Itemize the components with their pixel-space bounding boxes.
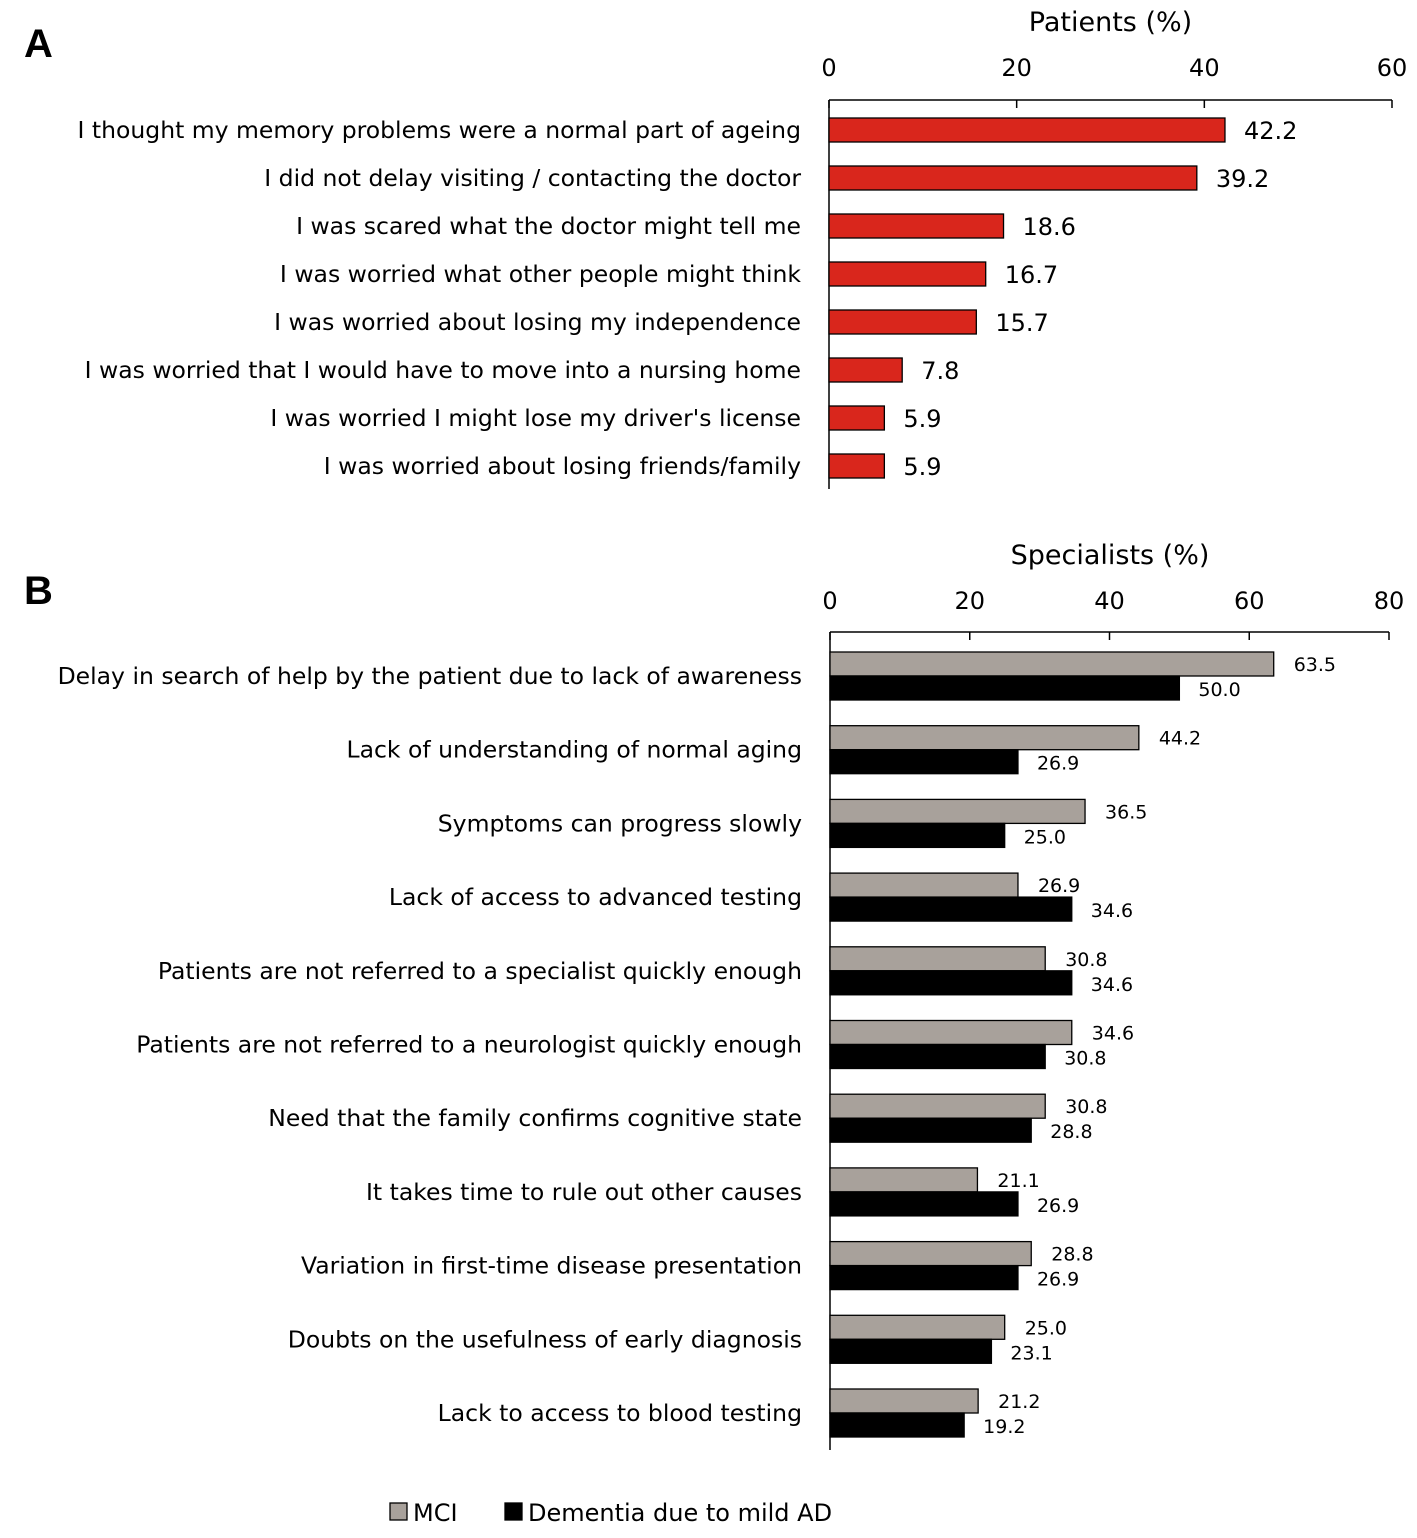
- panel-a-x-tick-label: 20: [1001, 54, 1032, 82]
- panel-a-category-label: I was worried about losing my independen…: [274, 308, 801, 336]
- panel-b-bar-dementia: [829, 1191, 1019, 1217]
- panel-a-data-label: 18.6: [1023, 213, 1076, 241]
- panel-b-bar-dementia: [829, 970, 1073, 996]
- legend-swatch-dementia: [504, 1502, 523, 1521]
- panel-b-data-label-dementia: 23.1: [1010, 1342, 1052, 1364]
- panel-b-category-label: Variation in first-time disease presenta…: [301, 1252, 802, 1280]
- panel-b-letter: B: [24, 569, 53, 613]
- panel-b-bar-dementia: [829, 675, 1181, 701]
- legend-swatch-mci: [389, 1502, 408, 1521]
- panel-b-bar-dementia: [829, 1043, 1046, 1070]
- panel-b-category-label: Delay in search of help by the patient d…: [58, 662, 802, 690]
- panel-b-data-label-dementia: 50.0: [1198, 679, 1240, 701]
- panel-b-data-label-mci: 63.5: [1294, 654, 1336, 676]
- panel-a-data-label: 5.9: [903, 453, 941, 481]
- panel-a-bar: [828, 261, 987, 287]
- panel-b-bar-mci: [829, 651, 1275, 677]
- panel-b-data-label-mci: 25.0: [1025, 1317, 1067, 1339]
- panel-a-data-label: 16.7: [1005, 261, 1058, 289]
- panel-a-data-label: 42.2: [1244, 117, 1297, 145]
- panel-b-x-tick-label: 80: [1374, 587, 1405, 615]
- panel-b-data-label-mci: 36.5: [1105, 801, 1147, 823]
- panel-b-data-label-dementia: 34.6: [1091, 900, 1133, 922]
- panel-a-bar: [828, 213, 1005, 239]
- panel-b-data-label-mci: 30.8: [1065, 1096, 1107, 1118]
- panel-b-data-label-dementia: 26.9: [1037, 753, 1079, 775]
- panel-a-bar: [828, 453, 886, 479]
- panel-b-data-label-mci: 26.9: [1038, 875, 1080, 897]
- panel-a-category-label: I was scared what the doctor might tell …: [296, 212, 801, 240]
- panel-a-bar: [828, 309, 977, 335]
- panel-b-bar-mci: [829, 1019, 1073, 1046]
- panel-b-x-axis-title: Specialists (%): [1011, 540, 1210, 571]
- panel-a-x-axis-title: Patients (%): [1029, 7, 1192, 38]
- panel-b-data-label-dementia: 30.8: [1064, 1048, 1106, 1070]
- panel-a-category-label: I was worried about losing friends/famil…: [324, 452, 801, 480]
- panel-a-bar: [828, 405, 886, 431]
- panel-b-data-label-dementia: 19.2: [983, 1416, 1025, 1438]
- panel-b-category-label: Doubts on the usefulness of early diagno…: [288, 1325, 802, 1353]
- panel-b-bar-mci: [829, 1240, 1032, 1267]
- panel-b-category-label: Lack of access to advanced testing: [389, 883, 802, 911]
- panel-b-bar-mci: [829, 1314, 1006, 1340]
- panel-b-bar-mci: [829, 946, 1046, 972]
- panel-a-data-label: 39.2: [1216, 165, 1269, 193]
- panel-b-bar-dementia: [829, 1264, 1019, 1291]
- panel-b-x-tick-label: 60: [1234, 587, 1265, 615]
- panel-b-data-label-dementia: 34.6: [1091, 974, 1133, 996]
- panel-b-x-tick-label: 20: [954, 587, 985, 615]
- panel-b-data-label-dementia: 26.9: [1037, 1195, 1079, 1217]
- panel-b-category-label: Lack to access to blood testing: [438, 1399, 802, 1427]
- panel-b-data-label-dementia: 28.8: [1050, 1121, 1092, 1143]
- panel-b-bar-dementia: [829, 822, 1006, 849]
- panel-a-bar: [828, 117, 1226, 143]
- panel-b-bar-mci: [829, 798, 1086, 825]
- panel-a-category-label: I did not delay visiting / contacting th…: [264, 164, 801, 192]
- panel-b-bar-dementia: [829, 1338, 993, 1364]
- panel-a-x-tick-label: 40: [1189, 54, 1220, 82]
- panel-b-bar-dementia: [829, 749, 1019, 775]
- panel-b-x-tick-label: 0: [822, 587, 837, 615]
- panel-a-data-label: 15.7: [995, 309, 1048, 337]
- panel-a-bar: [828, 357, 903, 383]
- panel-b-data-label-mci: 21.2: [998, 1391, 1040, 1413]
- panel-b-category-label: Patients are not referred to a neurologi…: [136, 1031, 802, 1059]
- panel-b-data-label-mci: 21.1: [997, 1170, 1039, 1192]
- panel-a-data-label: 5.9: [903, 405, 941, 433]
- panel-a-category-label: I thought my memory problems were a norm…: [78, 116, 802, 144]
- panel-b-data-label-mci: 30.8: [1065, 949, 1107, 971]
- panel-b-bar-dementia: [829, 896, 1073, 922]
- panel-b-data-label-dementia: 25.0: [1024, 826, 1066, 848]
- panel-b-category-label: Lack of understanding of normal aging: [346, 736, 802, 764]
- legend-label-dementia: Dementia due to mild AD: [528, 1499, 832, 1527]
- panel-b-data-label-mci: 34.6: [1092, 1023, 1134, 1045]
- panel-a-x-tick-label: 0: [821, 54, 836, 82]
- panel-b-data-label-dementia: 26.9: [1037, 1269, 1079, 1291]
- panel-a-category-label: I was worried what other people might th…: [280, 260, 801, 288]
- panel-a-category-label: I was worried I might lose my driver's l…: [270, 404, 801, 432]
- panel-b-data-label-mci: 44.2: [1159, 728, 1201, 750]
- panel-b-data-label-mci: 28.8: [1051, 1244, 1093, 1266]
- panel-a-bar: [828, 165, 1198, 191]
- panel-b-bar-mci: [829, 1388, 979, 1414]
- panel-a-category-label: I was worried that I would have to move …: [85, 356, 801, 384]
- panel-a-data-label: 7.8: [921, 357, 959, 385]
- panel-b-bar-mci: [829, 1093, 1046, 1119]
- panel-b-category-label: Need that the family confirms cognitive …: [268, 1104, 802, 1132]
- panel-a-letter: A: [24, 22, 53, 66]
- panel-b-bar-mci: [829, 872, 1019, 898]
- legend-label-mci: MCI: [413, 1499, 458, 1527]
- panel-b-x-tick-label: 40: [1094, 587, 1125, 615]
- panel-b-category-label: Symptoms can progress slowly: [438, 809, 802, 837]
- panel-b-bar-dementia: [829, 1412, 965, 1438]
- panel-b-bar-mci: [829, 725, 1140, 751]
- panel-b-bar-dementia: [829, 1117, 1032, 1143]
- panel-b-category-label: Patients are not referred to a specialis…: [158, 957, 802, 985]
- panel-b-category-label: It takes time to rule out other causes: [366, 1178, 802, 1206]
- panel-a-x-tick-label: 60: [1377, 54, 1408, 82]
- panel-b-bar-mci: [829, 1167, 979, 1193]
